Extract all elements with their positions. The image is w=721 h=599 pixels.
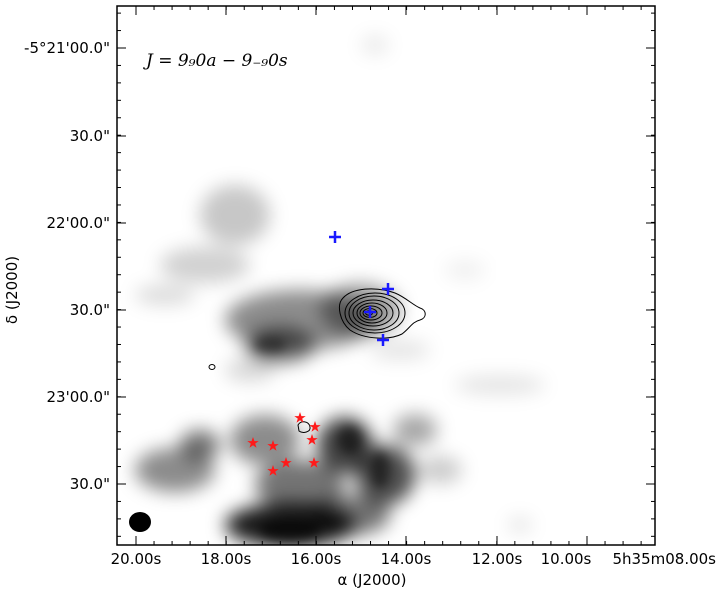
x-tick-labels: 20.00s 18.00s 16.00s 14.00s 12.00s 5h35m… [111, 550, 717, 568]
contour-lines [208, 288, 426, 433]
x-tick-label: 10.00s [541, 550, 592, 568]
plus-marker [329, 231, 341, 243]
star-marker [247, 437, 259, 448]
x-tick-label: 14.00s [381, 550, 432, 568]
plus-marker [364, 306, 376, 318]
axis-ticks [117, 6, 655, 545]
plus-marker [377, 334, 389, 346]
star-marker [267, 440, 279, 451]
y-tick-labels: -5°21'00.0" 30.0" 22'00.0" 30.0" 23'00.0… [24, 39, 110, 493]
plus-markers [329, 231, 394, 346]
y-tick-label: 30.0" [70, 127, 110, 145]
x-tick-label: 16.00s [291, 550, 342, 568]
y-axis-title: δ (J2000) [3, 256, 21, 324]
star-marker [306, 434, 318, 445]
x-axis-title: α (J2000) [338, 571, 407, 589]
y-tick-label: 30.0" [70, 301, 110, 319]
plot-frame [116, 5, 656, 546]
star-marker [294, 412, 306, 423]
star-marker [309, 421, 321, 432]
emission-map [135, 35, 545, 545]
x-tick-label: 5h35m08.00s [612, 550, 716, 568]
x-tick-label: 12.00s [472, 550, 523, 568]
beam-ellipse [129, 512, 151, 532]
y-tick-label: -5°21'00.0" [24, 39, 110, 57]
y-tick-label: 23'00.0" [46, 388, 110, 406]
x-tick-label: 18.00s [201, 550, 252, 568]
star-marker [280, 457, 292, 468]
y-tick-label: 22'00.0" [46, 214, 110, 232]
star-marker [308, 457, 320, 468]
plus-marker [382, 283, 394, 295]
transition-label: J = 9₉0a − 9₋₉0s [143, 51, 288, 71]
star-markers [247, 412, 321, 476]
star-marker [267, 465, 279, 476]
minor-ticks [117, 6, 655, 545]
y-tick-label: 30.0" [70, 475, 110, 493]
x-tick-label: 20.00s [111, 550, 162, 568]
